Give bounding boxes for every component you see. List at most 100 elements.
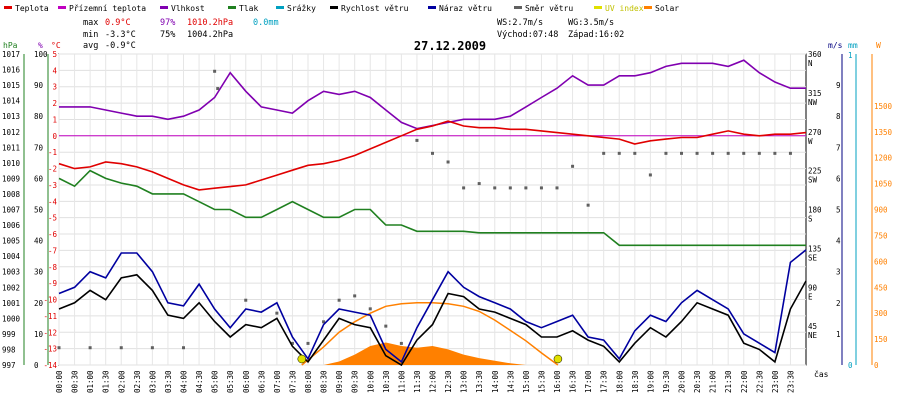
x-tick-label: 02:00: [117, 370, 126, 393]
pressure-tick-label: 1001: [2, 299, 20, 308]
x-tick-label: 11:00: [397, 370, 406, 393]
solar-tick-label: 900: [874, 206, 888, 215]
direction-tick-label: 270: [808, 128, 822, 137]
x-tick-label: 21:30: [724, 370, 733, 393]
sunrise-time: Východ:07:48: [497, 30, 558, 40]
chart-title: 27.12.2009: [414, 39, 486, 53]
x-tick-label: 06:30: [257, 370, 266, 393]
solar-tick-label: 1200: [874, 154, 893, 163]
temperature-tick-label: -8: [48, 263, 58, 272]
direction-name-label: SW: [808, 176, 818, 185]
direction-name-label: SE: [808, 253, 818, 262]
solar-tick-label: 1500: [874, 102, 893, 111]
stat-max-pressure: 1010.2hPa: [187, 18, 233, 28]
temperature-tick-label: 5: [52, 50, 57, 59]
pressure-tick-label: 1014: [2, 97, 21, 106]
legend-label: Tlak: [239, 4, 258, 13]
x-tick-label: 01:00: [86, 370, 95, 393]
x-tick-label: 21:00: [709, 370, 718, 393]
x-tick-label: 22:00: [740, 370, 749, 393]
legend-label: Vlhkost: [171, 4, 205, 13]
wind-direction-point: [555, 186, 559, 190]
wind-tick-label: 1: [836, 330, 841, 339]
wind-direction-point: [508, 186, 512, 190]
wind-direction-point: [306, 341, 310, 345]
stat-min-label: min: [83, 30, 98, 40]
series-layer: [57, 59, 807, 367]
wind-direction-point: [290, 341, 294, 345]
legend-label: Teplota: [15, 4, 49, 13]
wind-direction-point: [602, 151, 606, 155]
legend-swatch: [330, 6, 338, 9]
series-n-raz-v-tru-line: [58, 249, 807, 364]
x-tick-label: 16:00: [553, 370, 562, 393]
temperature-tick-label: -14: [43, 361, 57, 370]
temperature-tick-label: -13: [43, 345, 57, 354]
pressure-tick-label: 1005: [2, 237, 20, 246]
x-tick-label: 09:30: [351, 370, 360, 393]
humidity-tick-label: 0: [34, 361, 39, 370]
legend-swatch: [58, 6, 66, 9]
x-tick-label: 20:30: [693, 370, 702, 393]
x-tick-label: 12:30: [444, 370, 453, 393]
uv-index-point: [553, 354, 563, 364]
direction-name-label: E: [808, 292, 813, 301]
pressure-axis-unit: hPa: [3, 41, 18, 50]
legend-label: Směr větru: [525, 4, 573, 13]
wind-direction-point: [539, 186, 543, 190]
direction-name-label: NW: [808, 98, 818, 107]
wind-direction-point: [337, 298, 341, 302]
rain-tick-label: 0: [848, 361, 853, 370]
temperature-tick-label: 4: [52, 66, 57, 75]
wind-tick-label: 8: [836, 112, 841, 121]
legend-label: Solar: [655, 4, 679, 13]
pressure-tick-label: 1002: [2, 283, 20, 292]
pressure-tick-label: 1003: [2, 268, 20, 277]
pressure-tick-label: 1007: [2, 206, 20, 215]
humidity-tick-label: 80: [34, 112, 44, 121]
wind-direction-point: [182, 346, 185, 350]
wind-direction-point: [586, 203, 590, 207]
stat-min-humidity: 75%: [160, 30, 175, 40]
x-tick-label: 08:00: [304, 370, 313, 393]
wind-direction-point: [384, 324, 388, 328]
pressure-tick-label: 998: [2, 345, 16, 354]
legend-label: UV index: [605, 4, 644, 13]
temperature-tick-label: -2: [48, 165, 57, 174]
direction-tick-label: 135: [808, 244, 822, 253]
x-axis-label: čas: [814, 369, 829, 379]
series-solar-max-line: [301, 302, 559, 366]
wind-direction-point: [711, 151, 715, 155]
x-tick-label: 23:00: [771, 370, 780, 393]
direction-tick-label: 180: [808, 206, 822, 215]
direction-name-label: W: [808, 137, 813, 146]
temperature-tick-label: -6: [48, 230, 58, 239]
pressure-tick-label: 1013: [2, 112, 20, 121]
sunset-time: Západ:16:02: [568, 30, 624, 40]
x-tick-label: 19:30: [662, 370, 671, 393]
pressure-tick-label: 1015: [2, 81, 20, 90]
pressure-tick-label: 999: [2, 330, 16, 339]
solar-tick-label: 0: [874, 361, 879, 370]
wind-direction-point: [213, 69, 217, 73]
legend: Teplota Přízemní teplota Vlhkost Tlak Srážky…: [4, 4, 679, 13]
stat-avg-label: avg: [83, 41, 98, 51]
wind-speed-avg: WS:2.7m/s: [497, 18, 543, 28]
x-tick-label: 01:30: [102, 370, 111, 393]
x-tick-label: 20:00: [678, 370, 687, 393]
wind-direction-point: [757, 151, 761, 155]
wind-tick-label: 7: [836, 143, 841, 152]
x-tick-label: 05:30: [226, 370, 235, 393]
wind-direction-point: [57, 346, 61, 350]
pressure-tick-label: 1016: [2, 66, 21, 75]
solar-tick-label: 450: [874, 283, 888, 292]
series-tlak-line: [58, 169, 806, 247]
wind-direction-point: [648, 173, 652, 177]
x-tick-label: 10:30: [382, 370, 391, 393]
solar-tick-label: 600: [874, 257, 888, 266]
rain-axis-unit: mm: [848, 41, 858, 50]
x-tick-label: 14:00: [491, 370, 500, 393]
humidity-tick-label: 60: [34, 174, 44, 183]
legend-label: Srážky: [287, 4, 316, 13]
